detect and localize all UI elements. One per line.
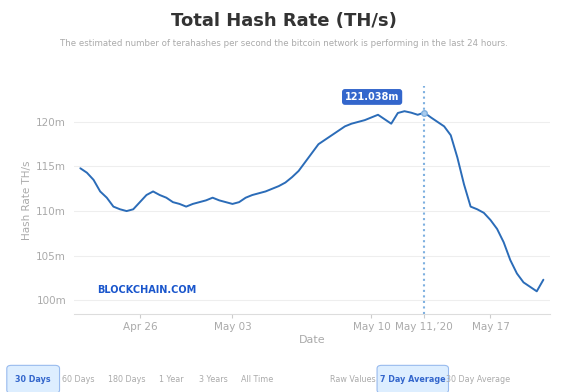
- Text: 30 Day Average: 30 Day Average: [446, 375, 510, 384]
- Text: 121.038m: 121.038m: [345, 92, 399, 102]
- Text: 7 Day Average: 7 Day Average: [380, 375, 446, 384]
- Text: 30 Days: 30 Days: [15, 375, 51, 384]
- Text: 180 Days: 180 Days: [108, 375, 145, 384]
- X-axis label: Date: Date: [299, 335, 325, 345]
- Text: Total Hash Rate (TH/s): Total Hash Rate (TH/s): [171, 12, 396, 30]
- Text: Raw Values: Raw Values: [330, 375, 376, 384]
- Text: BLOCKCHAIN.COM: BLOCKCHAIN.COM: [98, 285, 197, 296]
- Text: 1 Year: 1 Year: [159, 375, 184, 384]
- Text: 3 Years: 3 Years: [198, 375, 227, 384]
- Text: All Time: All Time: [241, 375, 273, 384]
- Text: The estimated number of terahashes per second the bitcoin network is performing : The estimated number of terahashes per s…: [60, 39, 507, 48]
- Y-axis label: Hash Rate TH/s: Hash Rate TH/s: [22, 160, 32, 240]
- Text: 60 Days: 60 Days: [62, 375, 94, 384]
